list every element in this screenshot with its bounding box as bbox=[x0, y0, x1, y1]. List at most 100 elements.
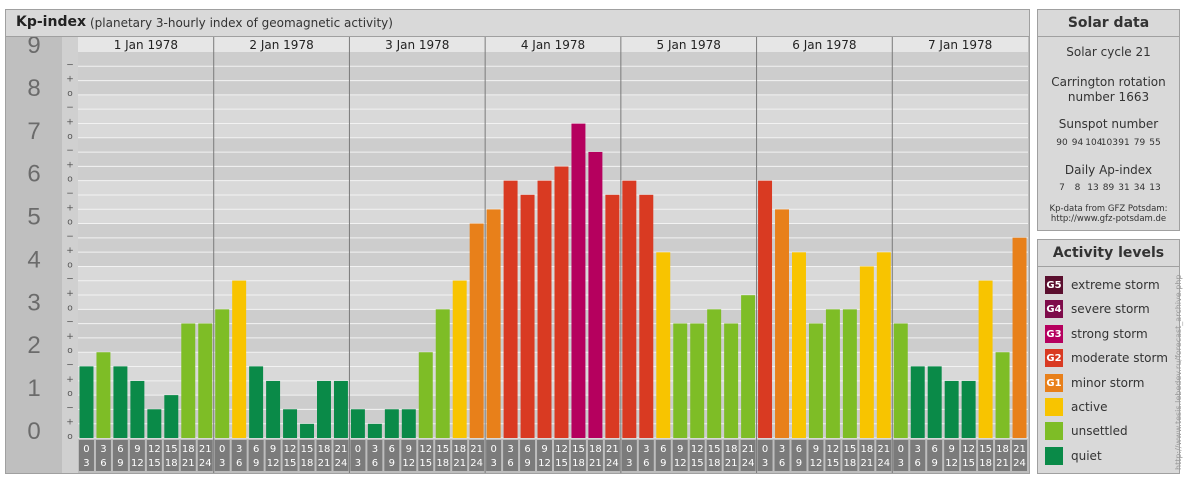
legend-swatch-g3: G3 bbox=[1045, 325, 1063, 343]
kp-bar bbox=[859, 266, 874, 438]
interval-start-label: 3 bbox=[507, 444, 513, 455]
interval-cell bbox=[978, 440, 994, 471]
interval-end-label: 18 bbox=[979, 458, 992, 469]
interval-start-label: 21 bbox=[199, 444, 212, 455]
interval-end-label: 3 bbox=[355, 458, 361, 469]
interval-cell bbox=[333, 440, 349, 471]
minor-tick-label: − bbox=[66, 189, 74, 199]
interval-start-label: 15 bbox=[436, 444, 449, 455]
source-link[interactable]: http://www.gfz-potsdam.de bbox=[1050, 214, 1167, 224]
y-tick-label: 6 bbox=[27, 161, 40, 188]
kp-band bbox=[78, 137, 1028, 181]
interval-start-label: 3 bbox=[643, 444, 649, 455]
y-axis-background bbox=[6, 37, 62, 473]
minor-tick-label: o bbox=[67, 89, 73, 99]
interval-end-label: 9 bbox=[253, 458, 259, 469]
kp-bar bbox=[724, 323, 739, 438]
solar-data-panel: Solar data Solar cycle 21 Carrington rot… bbox=[1037, 9, 1180, 231]
interval-cell bbox=[418, 440, 434, 471]
y-tick-label: 3 bbox=[27, 289, 40, 316]
sunspot-value: 104 bbox=[1085, 138, 1103, 148]
minor-tick-label: o bbox=[67, 303, 73, 313]
ap-value: 13 bbox=[1149, 183, 1161, 193]
kp-bar bbox=[300, 423, 314, 438]
interval-start-label: 18 bbox=[860, 444, 873, 455]
kp-bar bbox=[232, 280, 247, 438]
activity-levels-panel: Activity levels G5 extreme storm G4 seve… bbox=[1037, 239, 1180, 474]
interval-cell bbox=[452, 440, 468, 471]
interval-cell bbox=[350, 440, 366, 471]
sunspot-values: 90 94 104 103 91 79 55 bbox=[1038, 138, 1179, 148]
y-tick-label: 8 bbox=[27, 75, 40, 102]
kp-bar bbox=[520, 194, 535, 438]
kp-bar bbox=[758, 180, 773, 438]
legend-label: extreme storm bbox=[1071, 278, 1160, 292]
minor-tick-label: + bbox=[66, 117, 74, 127]
interval-end-label: 3 bbox=[219, 458, 225, 469]
kp-bar bbox=[571, 123, 586, 438]
kp-bar bbox=[469, 223, 484, 438]
interval-start-label: 9 bbox=[134, 444, 140, 455]
interval-cell bbox=[299, 440, 315, 471]
interval-end-label: 15 bbox=[962, 458, 975, 469]
minor-tick-label: − bbox=[66, 275, 74, 285]
y-tick-label: 0 bbox=[27, 418, 40, 445]
interval-cell bbox=[95, 440, 111, 471]
kp-bar bbox=[910, 366, 925, 438]
interval-end-label: 15 bbox=[419, 458, 432, 469]
ap-value: 34 bbox=[1133, 183, 1146, 193]
solar-data-title: Solar data bbox=[1038, 10, 1179, 37]
chart-subtitle: (planetary 3-hourly index of geomagnetic… bbox=[90, 16, 393, 30]
interval-cell bbox=[706, 440, 722, 471]
interval-start-label: 9 bbox=[677, 444, 683, 455]
interval-end-label: 6 bbox=[915, 458, 921, 469]
interval-start-label: 12 bbox=[284, 444, 297, 455]
interval-start-label: 6 bbox=[524, 444, 530, 455]
y-tick-label: 9 bbox=[27, 32, 40, 59]
legend-swatch-g5: G5 bbox=[1045, 276, 1063, 294]
y-tick-label: 4 bbox=[27, 246, 40, 273]
interval-cell bbox=[774, 440, 790, 471]
interval-start-label: 18 bbox=[182, 444, 195, 455]
legend-unsettled: unsettled bbox=[1045, 421, 1128, 441]
interval-start-label: 9 bbox=[541, 444, 547, 455]
interval-start-label: 3 bbox=[779, 444, 785, 455]
interval-cell bbox=[961, 440, 977, 471]
interval-end-label: 15 bbox=[555, 458, 568, 469]
interval-cell bbox=[231, 440, 247, 471]
kp-band bbox=[78, 94, 1028, 138]
interval-cell bbox=[723, 440, 739, 471]
kp-bar bbox=[825, 309, 840, 438]
interval-start-label: 12 bbox=[827, 444, 840, 455]
interval-start-label: 6 bbox=[389, 444, 395, 455]
interval-end-label: 21 bbox=[589, 458, 602, 469]
kp-chart-panel: 0 1 2 3 4 5 6 7 8 9 o + − o + − o + − o + − o + − o + − o + − o + − o + −1 J… bbox=[5, 9, 1030, 474]
interval-end-label: 9 bbox=[660, 458, 666, 469]
sunspot-value: 91 bbox=[1118, 138, 1130, 148]
interval-start-label: 18 bbox=[996, 444, 1009, 455]
kp-bar bbox=[639, 194, 654, 438]
legend-g5: G5 extreme storm bbox=[1045, 275, 1160, 295]
solar-cycle: Solar cycle 21 bbox=[1066, 45, 1151, 59]
kp-bar bbox=[435, 309, 450, 438]
kp-bar bbox=[215, 309, 230, 438]
kp-bar bbox=[893, 323, 908, 438]
kp-bar bbox=[656, 252, 671, 438]
interval-start-label: 21 bbox=[742, 444, 755, 455]
interval-start-label: 0 bbox=[762, 444, 768, 455]
interval-end-label: 6 bbox=[100, 458, 106, 469]
interval-cell bbox=[876, 440, 892, 471]
interval-cell bbox=[112, 440, 128, 471]
interval-start-label: 9 bbox=[813, 444, 819, 455]
sunspot-value: 103 bbox=[1100, 138, 1118, 148]
minor-tick-label: − bbox=[66, 361, 74, 371]
kp-bar bbox=[384, 409, 399, 438]
kp-bar bbox=[96, 352, 111, 438]
legend-label: minor storm bbox=[1071, 376, 1145, 390]
kp-bar bbox=[79, 366, 94, 438]
interval-cell bbox=[808, 440, 824, 471]
minor-tick-label: − bbox=[66, 403, 74, 413]
interval-end-label: 9 bbox=[389, 458, 395, 469]
interval-end-label: 12 bbox=[674, 458, 687, 469]
